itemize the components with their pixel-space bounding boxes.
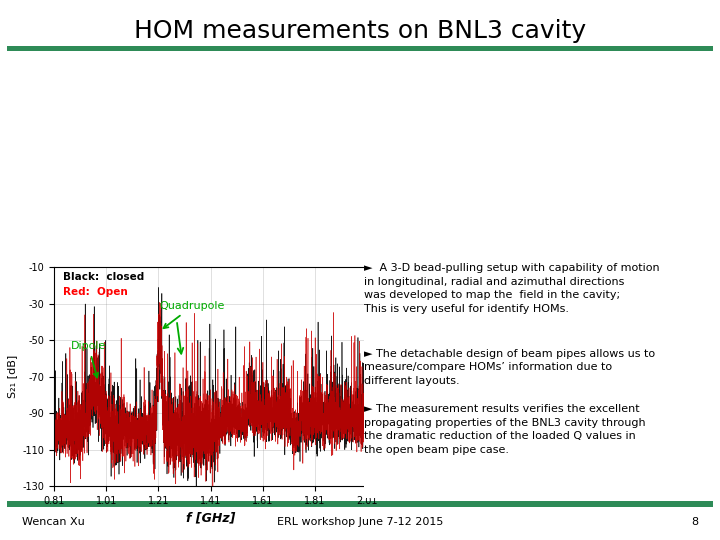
Text: ►  A 3-D bead-pulling setup with capability of motion
in longitudinal, radial an: ► A 3-D bead-pulling setup with capabili…: [364, 263, 660, 314]
Y-axis label: S₂₁ [dB]: S₂₁ [dB]: [7, 355, 17, 399]
X-axis label: f [GHz]: f [GHz]: [186, 511, 235, 524]
Text: Quadrupole: Quadrupole: [160, 301, 225, 328]
Text: Black:  closed: Black: closed: [63, 272, 145, 282]
Text: Wencan Xu: Wencan Xu: [22, 517, 84, 527]
Text: Dipole: Dipole: [71, 341, 107, 377]
Text: ► The measurement results verifies the excellent
propagating properties of the B: ► The measurement results verifies the e…: [364, 404, 645, 455]
Text: ► The detachable design of beam pipes allows us to
measure/compare HOMs’ informa: ► The detachable design of beam pipes al…: [364, 349, 654, 386]
Text: HOM measurements on BNL3 cavity: HOM measurements on BNL3 cavity: [134, 19, 586, 43]
Text: Red:  Open: Red: Open: [63, 287, 128, 297]
Text: ERL workshop June 7-12 2015: ERL workshop June 7-12 2015: [276, 517, 444, 527]
Text: 8: 8: [691, 517, 698, 527]
